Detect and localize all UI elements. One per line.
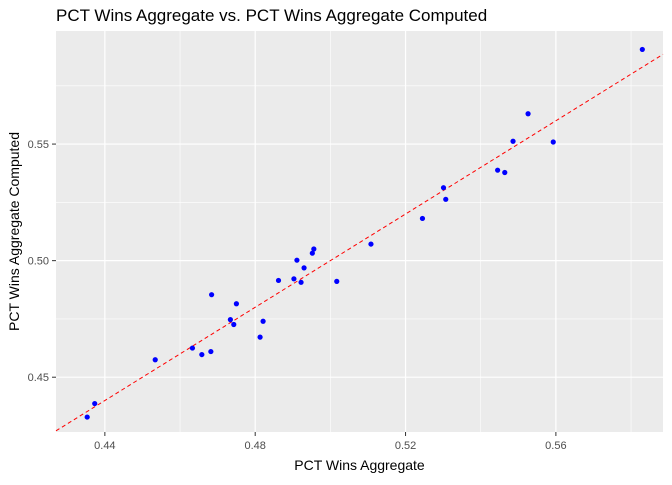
data-point bbox=[231, 321, 237, 328]
data-point bbox=[208, 348, 214, 355]
data-point bbox=[440, 185, 447, 191]
data-point bbox=[233, 301, 240, 307]
data-point bbox=[311, 246, 317, 252]
data-point bbox=[92, 400, 98, 407]
data-point bbox=[419, 215, 426, 222]
reference-line-group bbox=[55, 53, 664, 432]
x-tick-label: 0.52 bbox=[395, 440, 416, 452]
data-point bbox=[502, 169, 508, 176]
data-point bbox=[257, 334, 263, 340]
data-point bbox=[291, 276, 297, 282]
data-point bbox=[227, 317, 233, 323]
x-tick-label: 0.44 bbox=[94, 440, 115, 452]
y-axis-title: PCT Wins Aggregate Computed bbox=[6, 132, 22, 331]
data-point bbox=[510, 138, 516, 144]
data-point bbox=[334, 278, 340, 284]
data-point bbox=[199, 351, 205, 358]
data-point bbox=[275, 277, 282, 284]
identity-reference-line bbox=[55, 53, 664, 432]
x-tick-label: 0.48 bbox=[244, 440, 265, 452]
y-tick-label: 0.55 bbox=[28, 139, 49, 151]
data-point bbox=[294, 257, 300, 263]
data-point bbox=[189, 345, 196, 351]
data-point bbox=[301, 265, 307, 271]
minor-gridlines bbox=[56, 31, 663, 432]
data-point bbox=[309, 250, 315, 256]
y-tick-label: 0.45 bbox=[28, 372, 49, 384]
major-gridlines bbox=[56, 31, 663, 432]
x-axis-ticks: 0.44 0.48 0.52 0.56 bbox=[94, 432, 567, 452]
data-point bbox=[209, 292, 215, 298]
data-point bbox=[368, 241, 374, 247]
data-point bbox=[525, 111, 531, 117]
x-tick-label: 0.56 bbox=[545, 440, 566, 452]
y-tick-label: 0.50 bbox=[28, 256, 49, 268]
data-points bbox=[84, 46, 645, 420]
data-point bbox=[298, 279, 304, 285]
plot-panel bbox=[56, 31, 663, 432]
x-axis-title: PCT Wins Aggregate bbox=[294, 457, 425, 473]
chart-title: PCT Wins Aggregate vs. PCT Wins Aggregat… bbox=[56, 6, 488, 25]
data-point bbox=[639, 46, 645, 53]
y-axis-ticks: 0.45 0.50 0.55 bbox=[28, 139, 56, 384]
data-point bbox=[550, 139, 556, 145]
data-point bbox=[84, 414, 90, 420]
data-point bbox=[443, 196, 449, 202]
data-point bbox=[495, 167, 501, 173]
data-point bbox=[260, 318, 266, 324]
data-point bbox=[152, 357, 158, 363]
